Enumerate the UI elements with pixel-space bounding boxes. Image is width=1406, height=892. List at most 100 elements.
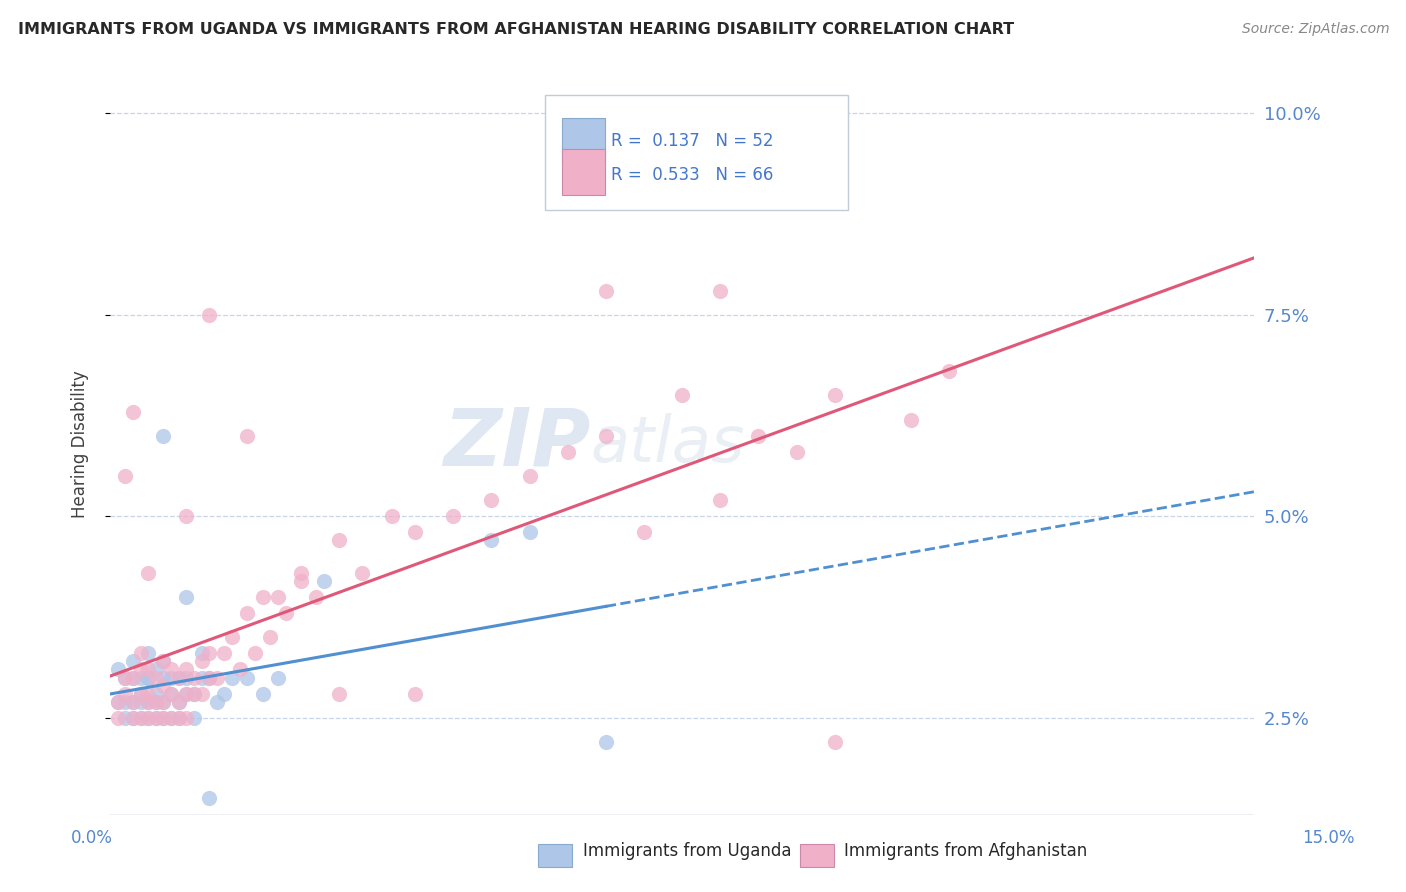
Text: IMMIGRANTS FROM UGANDA VS IMMIGRANTS FROM AFGHANISTAN HEARING DISABILITY CORRELA: IMMIGRANTS FROM UGANDA VS IMMIGRANTS FRO… [18,22,1014,37]
Point [176,687,198,701]
Text: R =  0.137   N = 52: R = 0.137 N = 52 [612,132,773,150]
Point [381,509,404,524]
Point [114,695,136,709]
Point [290,566,312,580]
Point [252,590,274,604]
Point [129,646,152,660]
Point [136,671,159,685]
Point [160,663,183,677]
Point [198,671,221,685]
Point [290,574,312,588]
Point [152,695,174,709]
Point [136,695,159,709]
FancyBboxPatch shape [562,149,606,195]
Point [152,671,174,685]
Point [267,671,290,685]
Point [519,525,541,540]
Point [557,445,579,459]
Point [183,711,205,725]
Point [136,566,159,580]
Point [145,711,167,725]
Point [190,654,212,668]
Point [114,711,136,725]
Point [160,711,183,725]
Point [129,711,152,725]
Point [145,663,167,677]
Point [441,509,464,524]
Point [136,687,159,701]
Point [481,493,503,508]
Point [198,791,221,805]
Point [114,469,136,483]
Text: Immigrants from Uganda: Immigrants from Uganda [583,842,792,860]
Point [136,711,159,725]
Point [205,671,228,685]
Point [747,428,769,442]
Point [267,590,290,604]
Point [633,525,655,540]
Point [152,711,174,725]
Point [152,654,174,668]
Point [129,695,152,709]
Point [129,671,152,685]
Point [404,687,426,701]
Point [190,671,212,685]
Point [136,695,159,709]
Point [236,671,259,685]
Point [122,404,145,418]
Point [274,606,297,620]
Point [152,695,174,709]
Point [152,679,174,693]
Point [145,695,167,709]
FancyBboxPatch shape [562,119,606,164]
Point [176,687,198,701]
Point [129,687,152,701]
Point [160,687,183,701]
Point [236,428,259,442]
Point [167,711,190,725]
Point [709,493,731,508]
Point [900,412,922,426]
Point [328,687,350,701]
Point [243,646,266,660]
Point [176,711,198,725]
Point [176,671,198,685]
Point [160,687,183,701]
Point [205,695,228,709]
Point [136,671,159,685]
Point [114,671,136,685]
Point [129,663,152,677]
Point [404,525,426,540]
Text: Source: ZipAtlas.com: Source: ZipAtlas.com [1241,22,1389,37]
Point [229,663,252,677]
Point [786,445,808,459]
Point [167,671,190,685]
Point [145,687,167,701]
Point [190,687,212,701]
Point [214,646,236,660]
Point [824,735,846,749]
Point [114,687,136,701]
Point [350,566,373,580]
Point [129,711,152,725]
Point [160,671,183,685]
Point [114,671,136,685]
Point [107,695,129,709]
Point [176,509,198,524]
Point [152,654,174,668]
Point [122,671,145,685]
Text: ZIP: ZIP [443,405,591,483]
Point [221,630,243,644]
Point [183,671,205,685]
Point [167,711,190,725]
Point [176,663,198,677]
Point [312,574,335,588]
Point [136,663,159,677]
Point [136,711,159,725]
Point [145,695,167,709]
Point [167,695,190,709]
Point [122,671,145,685]
Text: 15.0%: 15.0% [1302,829,1355,847]
Point [145,671,167,685]
Text: 0.0%: 0.0% [70,829,112,847]
